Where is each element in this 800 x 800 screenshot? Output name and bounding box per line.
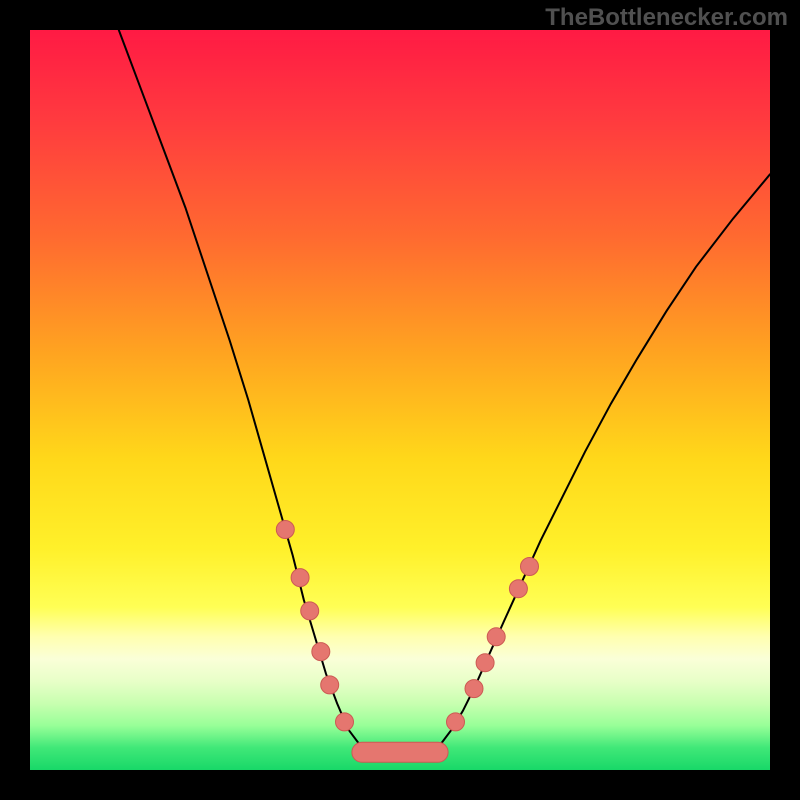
- markers-left: [276, 521, 353, 731]
- marker-dot: [509, 580, 527, 598]
- marker-dot: [312, 643, 330, 661]
- marker-dot: [276, 521, 294, 539]
- chart-svg: [30, 30, 770, 770]
- valley-pill: [352, 742, 448, 762]
- curve-right-arm: [407, 174, 770, 755]
- marker-dot: [476, 654, 494, 672]
- marker-dot: [336, 713, 354, 731]
- marker-dot: [521, 558, 539, 576]
- curve-left-arm: [119, 30, 393, 755]
- markers-right: [447, 558, 539, 731]
- marker-dot: [465, 680, 483, 698]
- marker-dot: [301, 602, 319, 620]
- marker-dot: [321, 676, 339, 694]
- marker-dot: [447, 713, 465, 731]
- watermark-text: TheBottlenecker.com: [545, 4, 788, 32]
- plot-area: [30, 30, 770, 770]
- marker-dot: [487, 628, 505, 646]
- marker-dot: [291, 569, 309, 587]
